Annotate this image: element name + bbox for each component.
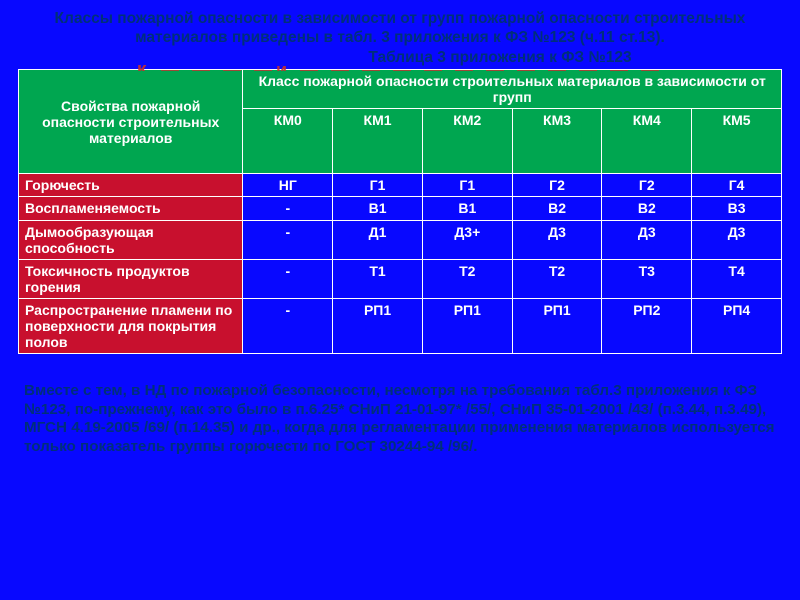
table-row: Токсичность продуктов горения - Т1 Т2 Т2… [19,259,782,298]
row-label: Воспламеняемость [19,197,243,220]
table-cell: Д3 [512,220,602,259]
slide: Классы пожарной опасности в зависимости … [0,0,800,600]
table-row: Дымообразующая способность - Д1 Д3+ Д3 Д… [19,220,782,259]
table-cell: Г2 [512,174,602,197]
table-cell: Д3+ [422,220,512,259]
row-label: Распространение пламени по поверхности д… [19,298,243,353]
row-label: Дымообразующая способность [19,220,243,259]
table-cell: Д1 [333,220,423,259]
table-cell: РП1 [512,298,602,353]
table-cell: В2 [512,197,602,220]
table-cell: РП2 [602,298,692,353]
col-header: КМ1 [333,109,423,174]
table-cell: - [243,220,333,259]
table-cell: Г4 [692,174,782,197]
table-cell: РП1 [422,298,512,353]
table-cell: Т1 [333,259,423,298]
span-header: Класс пожарной опасности строительных ма… [243,70,782,109]
table-cell: В3 [692,197,782,220]
table-cell: Д3 [602,220,692,259]
table-cell: В2 [602,197,692,220]
table-cell: РП4 [692,298,782,353]
table-cell: НГ [243,174,333,197]
table-row: Воспламеняемость - В1 В1 В2 В2 В3 [19,197,782,220]
table-cell: Т2 [422,259,512,298]
col-header: КМ0 [243,109,333,174]
row-label: Горючесть [19,174,243,197]
table-cell: Т3 [602,259,692,298]
table-cell: Т4 [692,259,782,298]
corner-header: Свойства пожарной опасности строительных… [19,70,243,174]
slide-title: Классы пожарной опасности в зависимости … [24,10,776,47]
table-cell: Г1 [422,174,512,197]
table-cell: Г2 [602,174,692,197]
footer-paragraph: Вместе с тем, в НД по пожарной безопасно… [24,382,776,456]
row-label: Токсичность продуктов горения [19,259,243,298]
table-row: Горючесть НГ Г1 Г1 Г2 Г2 Г4 [19,174,782,197]
table-row: Распространение пламени по поверхности д… [19,298,782,353]
fire-hazard-table: Свойства пожарной опасности строительных… [18,69,782,354]
col-header: КМ4 [602,109,692,174]
table-cell: - [243,298,333,353]
col-header: КМ3 [512,109,602,174]
table-cell: Т2 [512,259,602,298]
table-cell: Г1 [333,174,423,197]
table-cell: В1 [333,197,423,220]
table-cell: - [243,259,333,298]
table-cell: РП1 [333,298,423,353]
col-header: КМ2 [422,109,512,174]
table-cell: В1 [422,197,512,220]
table-cell: Д3 [692,220,782,259]
table-cell: - [243,197,333,220]
ghost-text: К — — — —й — — — — — — — — — — — — [18,65,782,71]
col-header: КМ5 [692,109,782,174]
